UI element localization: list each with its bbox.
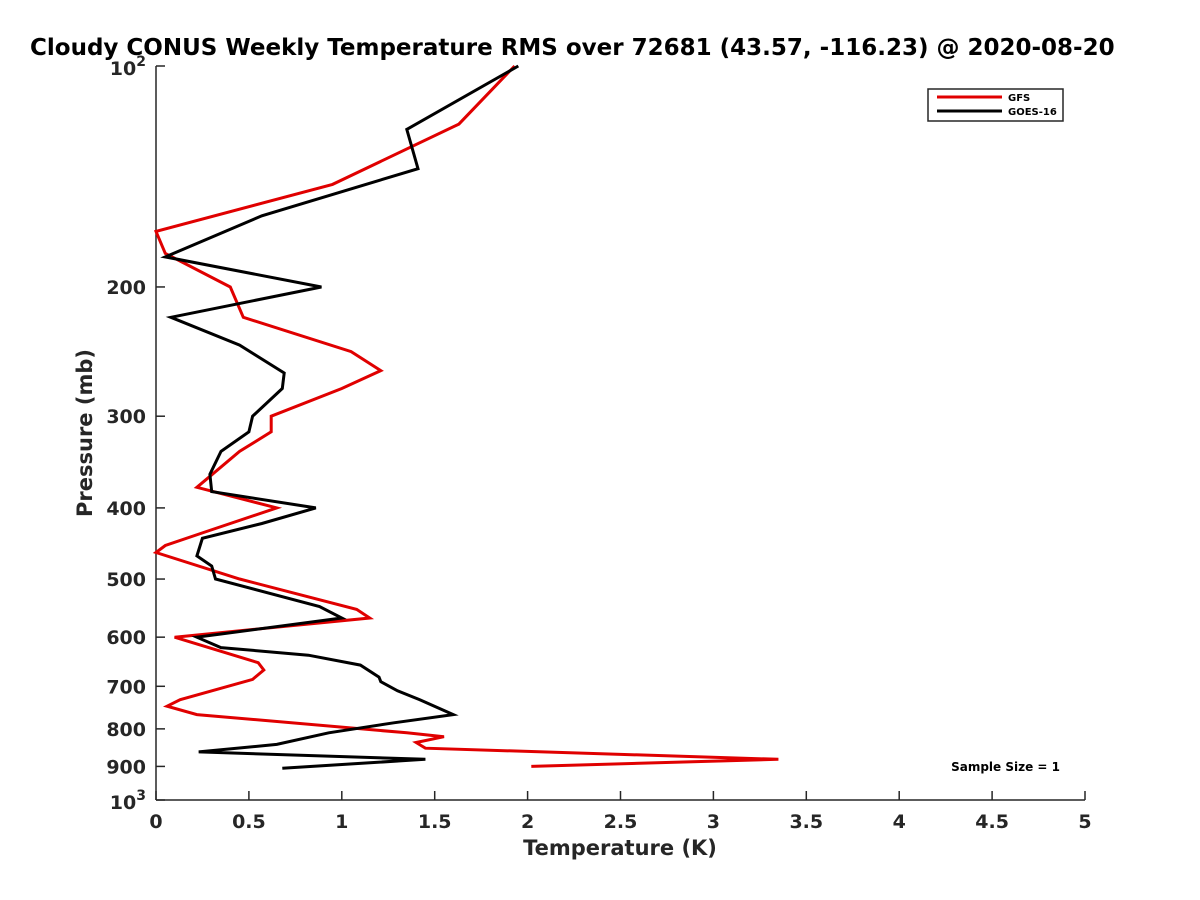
legend-label-gfs: GFS: [1008, 93, 1030, 104]
x-tick-label: 3: [707, 811, 720, 833]
y-tick-label: 200: [106, 277, 146, 299]
legend-box: [927, 88, 1064, 122]
y-tick-label: 300: [106, 406, 146, 428]
y-tick-label: 600: [106, 627, 146, 649]
x-tick-label: 4.5: [975, 811, 1009, 833]
y-tick-label: 103: [110, 788, 146, 814]
y-axis-label: Pressure (mb): [73, 349, 97, 517]
y-tick-label: 400: [106, 498, 146, 520]
legend: GFS GOES-16: [927, 88, 1064, 122]
x-tick-label: 2: [521, 811, 534, 833]
y-tick-label: 500: [106, 569, 146, 591]
sample-size-annotation: Sample Size = 1: [951, 760, 1060, 774]
x-axis: 0 0.5 1 1.5 2 2.5 3 3.5 4 4.5 5: [149, 791, 1092, 833]
x-tick-label: 4: [893, 811, 906, 833]
x-tick-label: 1.5: [418, 811, 452, 833]
y-tick-label: 800: [106, 719, 146, 741]
x-tick-label: 3.5: [789, 811, 823, 833]
x-tick-label: 1: [335, 811, 348, 833]
series-line-gfs: [152, 64, 779, 768]
plot-area: [155, 66, 1085, 801]
y-tick-label: 700: [106, 676, 146, 698]
y-axis: 102 200 300 400 500 600 700 800 900 103: [106, 54, 165, 814]
x-tick-label: 2.5: [604, 811, 638, 833]
series-layer: [152, 64, 779, 770]
y-tick-label: 900: [106, 756, 146, 778]
x-axis-label: Temperature (K): [523, 836, 717, 860]
x-tick-label: 0.5: [232, 811, 266, 833]
series-line-goes-16: [160, 64, 520, 770]
chart-title: Cloudy CONUS Weekly Temperature RMS over…: [30, 35, 1115, 61]
legend-label-goes-16: GOES-16: [1008, 107, 1057, 118]
x-tick-label: 0: [149, 811, 162, 833]
y-tick-label: 102: [110, 54, 146, 80]
x-tick-label: 5: [1078, 811, 1091, 833]
